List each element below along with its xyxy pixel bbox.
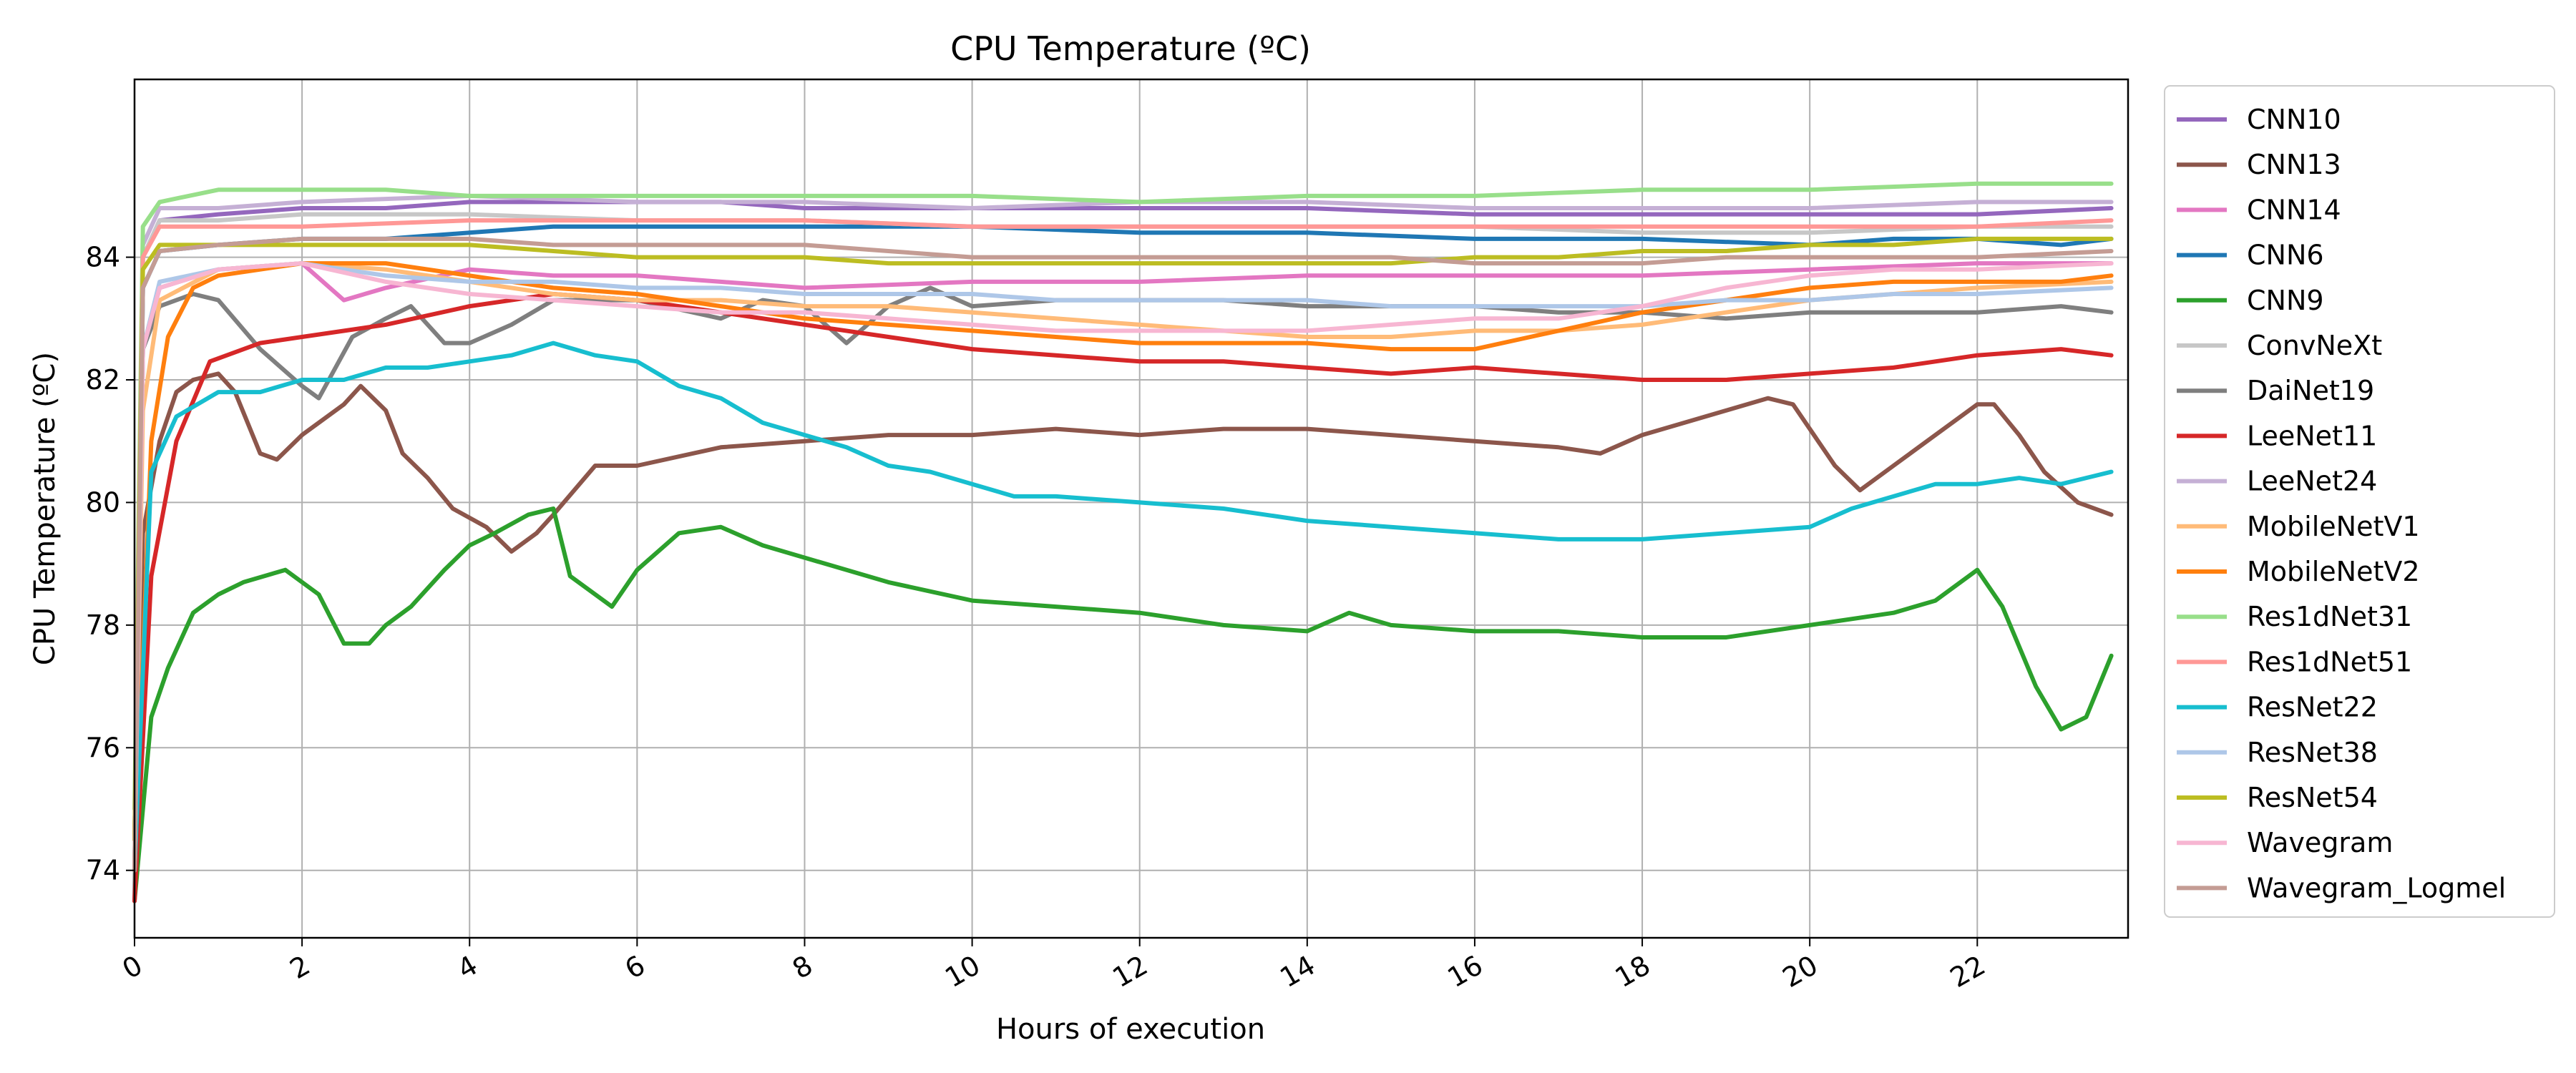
legend-label-resnet54: ResNet54: [2247, 782, 2378, 813]
series-lines: [132, 181, 2114, 903]
legend-label-convnext: ConvNeXt: [2247, 330, 2382, 361]
legend-label-resnet22: ResNet22: [2247, 692, 2378, 723]
series-line-cnn13: [132, 371, 2114, 873]
chart-title: CPU Temperature (ºC): [950, 29, 1311, 68]
y-tick-label: 74: [86, 855, 120, 886]
legend-label-cnn9: CNN9: [2247, 285, 2324, 316]
legend-frame: [2164, 85, 2555, 918]
series-line-resnet22: [132, 340, 2114, 873]
series-line-cnn9: [132, 506, 2114, 903]
y-tick-label: 78: [86, 609, 120, 641]
series-line-leenet11: [132, 292, 2114, 903]
legend-label-dainet19: DaiNet19: [2247, 375, 2374, 406]
legend-label-res1dnet51: Res1dNet51: [2247, 646, 2412, 677]
y-tick-label: 84: [86, 242, 120, 273]
legend-label-wavegram-logmel: Wavegram_Logmel: [2247, 872, 2506, 903]
plot-frame: [133, 78, 2129, 939]
series-line-wavegram: [132, 261, 2114, 873]
legend-label-mobilenetv1: MobileNetV1: [2247, 511, 2420, 542]
series-line-res1dnet51: [132, 218, 2114, 842]
series-line-leenet24: [132, 193, 2114, 842]
y-axis-label: CPU Temperature (ºC): [29, 352, 62, 665]
y-tick-label: 80: [86, 486, 120, 518]
series-line-resnet54: [132, 236, 2114, 842]
legend-label-mobilenetv2: MobileNetV2: [2247, 556, 2420, 587]
series-line-mobilenetv2: [132, 261, 2114, 873]
legend-label-wavegram: Wavegram: [2247, 827, 2393, 858]
legend-label-resnet38: ResNet38: [2247, 737, 2378, 768]
legend-label-cnn13: CNN13: [2247, 149, 2341, 180]
legend-label-leenet24: LeeNet24: [2247, 466, 2377, 497]
y-tick-label: 76: [86, 732, 120, 763]
legend-label-leenet11: LeeNet11: [2247, 420, 2377, 451]
legend-label-cnn10: CNN10: [2247, 104, 2341, 135]
legend-label-cnn14: CNN14: [2247, 194, 2341, 225]
legend-label-cnn6: CNN6: [2247, 240, 2324, 271]
y-tick-label: 82: [86, 364, 120, 396]
legend: CNN10 CNN13 CNN14 CNN6 CNN9 ConvNeXt DaiNet19 L…: [2164, 85, 2555, 918]
x-axis-label: Hours of execution: [996, 1013, 1265, 1046]
series-line-wavegram-logmel: [132, 236, 2114, 873]
series-line-res1dnet31: [132, 181, 2114, 811]
legend-label-res1dnet31: Res1dNet31: [2247, 601, 2412, 632]
